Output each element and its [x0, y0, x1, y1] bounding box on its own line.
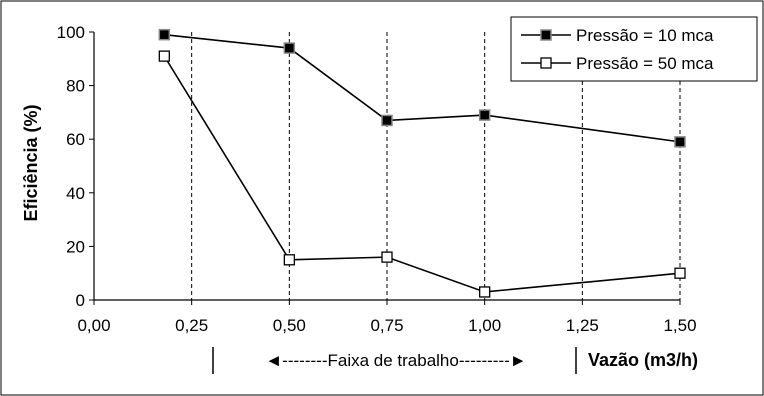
series-2-point — [283, 254, 295, 266]
series-2-point — [479, 286, 491, 298]
x-tick-label: 1,50 — [663, 316, 696, 335]
y-tick-label: 80 — [66, 77, 85, 96]
x-axis: 0,00 0,25 0,50 0,75 1,00 1,25 1,50 — [77, 299, 697, 335]
series-2-point — [674, 267, 686, 279]
series-2-point — [381, 251, 393, 263]
y-axis-label: Eficiência (%) — [21, 104, 41, 221]
x-tick-label: 1,00 — [468, 316, 501, 335]
y-tick-label: 60 — [66, 130, 85, 149]
series-1-point — [283, 42, 296, 54]
x-tick-label: 0,75 — [370, 316, 403, 335]
y-tick-label: 100 — [57, 23, 85, 42]
x-tick-label: 1,25 — [566, 316, 599, 335]
legend-label-2: Pressão = 50 mca — [576, 54, 714, 73]
x-tick-label: 0,00 — [77, 316, 110, 335]
x-tick-label: 0,50 — [273, 316, 306, 335]
series-1-point — [381, 114, 393, 127]
legend-box — [510, 16, 758, 82]
series-1-point — [674, 136, 686, 148]
legend-label-1: Pressão = 10 mca — [576, 26, 714, 45]
series-1-point — [158, 28, 171, 41]
y-tick-label: 40 — [66, 184, 85, 203]
x-axis-label: Vazão (m3/h) — [588, 350, 698, 370]
working-range-annotation: ◄--------Faixa de trabalho---------► — [265, 351, 526, 370]
series-1-point — [478, 109, 491, 121]
y-tick-label: 20 — [66, 237, 85, 256]
series-2-point — [158, 50, 170, 62]
y-tick-label: 0 — [76, 291, 85, 310]
legend: Pressão = 10 mca Pressão = 50 mca — [510, 16, 758, 82]
legend-marker-1 — [540, 29, 552, 41]
series-layer — [158, 28, 686, 298]
y-axis: 0 20 40 60 80 100 — [57, 23, 95, 310]
legend-marker-2 — [540, 57, 552, 69]
x-tick-label: 0,25 — [175, 316, 208, 335]
